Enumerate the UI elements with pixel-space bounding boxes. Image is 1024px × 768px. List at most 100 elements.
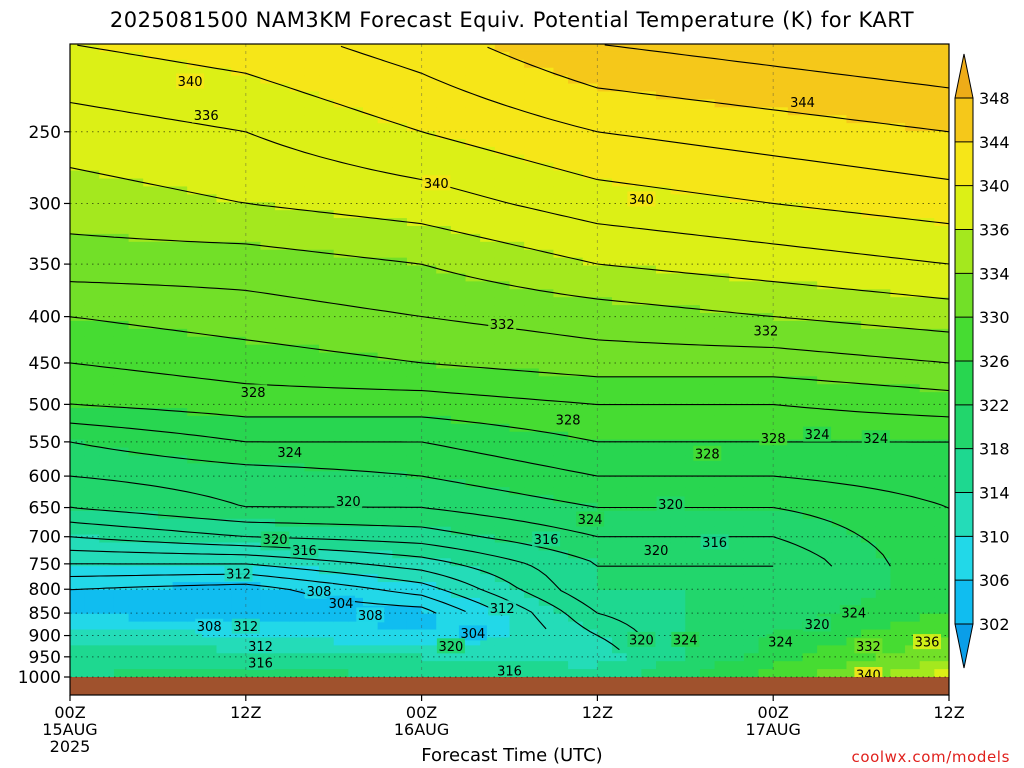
heatmap-cell: [143, 518, 159, 528]
heatmap-cell: [875, 328, 891, 338]
heatmap-cell: [656, 202, 672, 211]
heatmap-cell: [494, 328, 511, 338]
heatmap-cell: [612, 566, 628, 575]
heatmap-cell: [494, 138, 511, 148]
heatmap-cell: [333, 653, 349, 662]
heatmap-cell: [817, 439, 833, 449]
heatmap-cell: [787, 67, 804, 77]
heatmap-cell: [480, 138, 496, 148]
heatmap-cell: [319, 597, 335, 607]
heatmap-cell: [787, 661, 804, 670]
heatmap-cell: [187, 479, 203, 488]
heatmap-cell: [787, 439, 804, 449]
heatmap-cell: [861, 629, 877, 639]
heatmap-cell: [846, 471, 862, 480]
heatmap-cell: [128, 495, 144, 504]
colorbar-segment: [955, 141, 973, 187]
heatmap-cell: [568, 455, 584, 464]
contour-label-bg: [627, 191, 656, 207]
heatmap-cell: [699, 653, 716, 662]
heatmap-cell: [553, 91, 569, 100]
heatmap-cell: [743, 202, 760, 211]
heatmap-cell: [743, 352, 760, 362]
heatmap-cell: [905, 186, 921, 195]
heatmap-cell: [480, 336, 496, 346]
heatmap-cell: [333, 305, 349, 314]
heatmap-cell: [231, 360, 247, 370]
heatmap-cell: [538, 526, 555, 536]
heatmap-cell: [436, 400, 452, 409]
heatmap-cell: [890, 400, 906, 409]
heatmap-cell: [905, 526, 921, 536]
heatmap-cell: [275, 281, 291, 290]
heatmap-cell: [84, 384, 100, 393]
heatmap-cell: [436, 99, 452, 108]
heatmap-cell: [538, 273, 555, 282]
heatmap-cell: [641, 44, 657, 53]
heatmap-cell: [934, 645, 949, 654]
heatmap-cell: [626, 210, 642, 219]
heatmap-cell: [216, 471, 232, 480]
heatmap-cell: [656, 376, 672, 385]
heatmap-cell: [275, 131, 291, 140]
heatmap-cell: [729, 526, 745, 536]
heatmap-cell: [670, 336, 686, 346]
heatmap-cell: [201, 289, 218, 298]
heatmap-cell: [480, 281, 496, 290]
heatmap-cell: [553, 613, 569, 623]
heatmap-cell: [553, 439, 569, 449]
heatmap-cell: [905, 463, 921, 472]
heatmap-cell: [70, 582, 86, 591]
heatmap-cell: [714, 115, 730, 124]
heatmap-cell: [861, 99, 877, 108]
heatmap-cell: [582, 613, 598, 623]
heatmap-cell: [348, 407, 364, 417]
heatmap-cell: [143, 392, 159, 401]
heatmap-cell: [743, 368, 760, 377]
heatmap-cell: [128, 51, 144, 61]
heatmap-cell: [919, 67, 935, 77]
heatmap-cell: [436, 613, 452, 623]
heatmap-cell: [289, 487, 305, 496]
heatmap-cell: [494, 202, 511, 211]
heatmap-cell: [524, 320, 540, 330]
heatmap-cell: [612, 407, 628, 417]
heatmap-cell: [509, 51, 525, 61]
heatmap-cell: [275, 344, 291, 354]
heatmap-cell: [729, 589, 745, 599]
heatmap-cell: [494, 589, 511, 599]
heatmap-cell: [494, 123, 511, 132]
heatmap-cell: [612, 138, 628, 148]
heatmap-cell: [861, 661, 877, 670]
heatmap-cell: [817, 265, 833, 275]
heatmap-cell: [319, 320, 335, 330]
heatmap-cell: [641, 653, 657, 662]
heatmap-cell: [450, 218, 467, 227]
heatmap-cell: [392, 384, 408, 393]
heatmap-cell: [597, 653, 613, 662]
heatmap-cell: [143, 574, 159, 583]
heatmap-cell: [187, 566, 203, 575]
heatmap-cell: [685, 495, 701, 504]
heatmap-cell: [905, 495, 921, 504]
heatmap-cell: [685, 407, 701, 417]
heatmap-cell: [70, 202, 86, 211]
heatmap-cell: [187, 661, 203, 670]
heatmap-cell: [787, 447, 804, 457]
heatmap-cell: [113, 400, 130, 409]
heatmap-cell: [641, 661, 657, 670]
heatmap-cell: [84, 186, 100, 195]
heatmap-cell: [436, 621, 452, 631]
heatmap-cell: [582, 423, 598, 433]
heatmap-cell: [582, 265, 598, 275]
heatmap-cell: [157, 233, 174, 243]
heatmap-cell: [289, 439, 305, 449]
heatmap-cell: [157, 107, 174, 116]
heatmap-cell: [758, 281, 774, 290]
heatmap-cell: [699, 281, 716, 290]
heatmap-cell: [626, 407, 642, 417]
heatmap-cell: [699, 297, 716, 306]
heatmap-cell: [846, 495, 862, 504]
heatmap-cell: [275, 400, 291, 409]
heatmap-cell: [875, 344, 891, 354]
